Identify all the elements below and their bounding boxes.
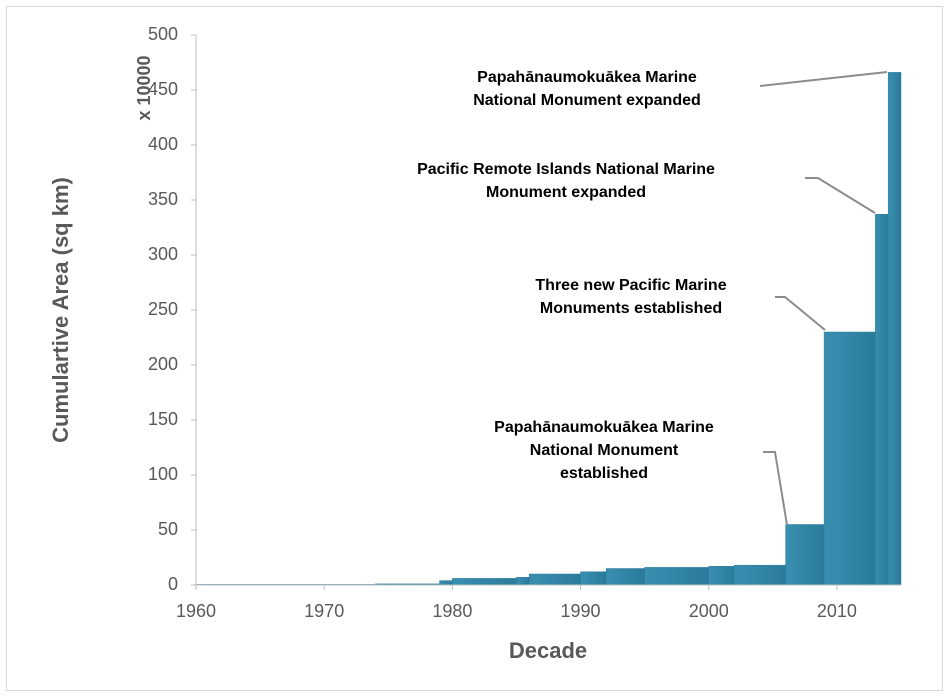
- y-tick-label: 250: [148, 299, 178, 319]
- step-bar: [516, 577, 530, 586]
- y-tick-label: 200: [148, 354, 178, 374]
- annotation-text: National Monument: [530, 442, 679, 459]
- annotation-text: established: [560, 465, 648, 482]
- step-bar: [439, 580, 453, 586]
- annotation-text: Pacific Remote Islands National Marine: [417, 161, 715, 178]
- annotation-pointer: [805, 177, 876, 214]
- y-tick-label: 100: [148, 464, 178, 484]
- annotation-text: National Monument expanded: [473, 92, 701, 109]
- step-bar: [529, 573, 581, 586]
- step-bar: [785, 524, 825, 586]
- x-tick-label: 1970: [304, 601, 344, 621]
- x-tick-label: 2000: [689, 601, 729, 621]
- y-tick-label: 0: [168, 574, 178, 594]
- y-tick-label: 500: [148, 24, 178, 44]
- step-bar: [580, 571, 607, 586]
- y-tick-label: 450: [148, 79, 178, 99]
- step-bar: [887, 72, 902, 586]
- y-axis-title: Cumulartive Area (sq km): [48, 177, 73, 443]
- x-tick-label: 2010: [817, 601, 857, 621]
- y-tick-label: 400: [148, 134, 178, 154]
- annotation-text: Monuments established: [540, 300, 722, 317]
- y-tick-label: 50: [158, 519, 178, 539]
- annotation-text: Papahānaumokuākea Marine: [494, 419, 714, 436]
- step-bar: [823, 331, 876, 586]
- x-tick-label: 1980: [432, 601, 472, 621]
- step-bar: [875, 214, 889, 586]
- y-axis-unit: x 10000: [134, 55, 154, 120]
- step-bar: [644, 567, 709, 586]
- y-tick-label: 350: [148, 189, 178, 209]
- annotation-pointer: [775, 296, 826, 331]
- annotation-text: Three new Pacific Marine: [535, 277, 726, 294]
- step-bar: [605, 568, 645, 586]
- y-tick-label: 300: [148, 244, 178, 264]
- y-tick-label: 150: [148, 409, 178, 429]
- annotation-text: Monument expanded: [486, 184, 646, 201]
- x-axis-title: Decade: [509, 638, 587, 663]
- annotation-pointer: [763, 451, 788, 526]
- annotation-text: Papahānaumokuākea Marine: [477, 69, 697, 86]
- x-tick-label: 1960: [176, 601, 216, 621]
- step-bar: [708, 566, 735, 586]
- x-tick-label: 1990: [561, 601, 601, 621]
- annotation-pointer: [759, 71, 888, 87]
- step-bar: [452, 578, 517, 586]
- step-bar: [734, 564, 786, 586]
